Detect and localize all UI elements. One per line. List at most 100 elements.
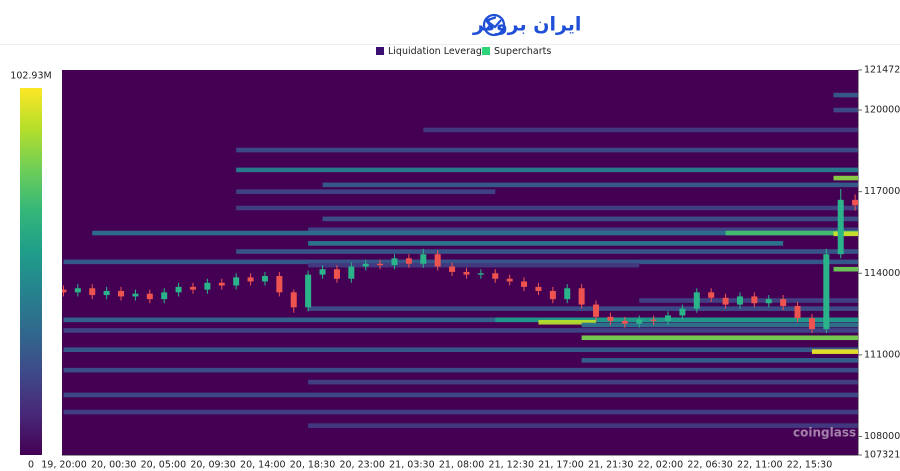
heat-band (725, 230, 858, 236)
candle-body (233, 277, 240, 286)
y-tick-label: 117000 (864, 186, 900, 197)
x-tick-label: 22, 15:30 (787, 460, 833, 471)
heat-band (92, 230, 858, 236)
candle-body (808, 318, 815, 330)
candle-body (62, 289, 67, 293)
legend-swatch (376, 47, 384, 55)
brand-name: ایران بروکر (472, 14, 581, 36)
heat-band (308, 423, 858, 428)
heat-band (581, 322, 858, 328)
candle-body (852, 199, 858, 206)
candle-body (664, 315, 671, 321)
heat-band (833, 92, 858, 98)
y-tick-label: 111000 (864, 349, 900, 360)
color-bar-label: 102.93M (10, 71, 51, 82)
heat-band (308, 227, 858, 233)
candle-body (377, 263, 384, 266)
heat-band (833, 175, 858, 181)
candle-body (103, 290, 110, 296)
candle-body (204, 282, 211, 290)
candle-body (89, 288, 96, 296)
heat-band (833, 266, 858, 272)
candle-body (794, 305, 801, 319)
x-tick-label: 22, 02:00 (638, 460, 684, 471)
legend-label: Liquidation Leverage (388, 46, 488, 57)
candle-body (477, 273, 484, 275)
candles (62, 188, 858, 334)
heat-band (308, 306, 858, 311)
watermark: coinglass (793, 426, 856, 440)
y-tick-label: 120000 (864, 105, 900, 116)
candle-body (722, 297, 729, 305)
candle-body (305, 274, 312, 308)
candle-body (751, 296, 758, 304)
candle-body (549, 290, 556, 300)
candle-body (405, 258, 412, 264)
heat-band (63, 259, 858, 265)
heat-band (495, 317, 858, 323)
x-tick-label: 20, 14:00 (240, 460, 286, 471)
candle-body (736, 296, 743, 305)
x-tick-label: 21, 12:30 (489, 460, 535, 471)
heat-band (811, 349, 858, 354)
candle-body (247, 277, 254, 282)
x-tick-label: 22, 11:00 (737, 460, 783, 471)
heat-band (63, 347, 858, 353)
candle-body (578, 288, 585, 305)
candle-body (593, 304, 600, 317)
candle-body (636, 319, 643, 324)
candle-body (276, 276, 283, 293)
heat-band (322, 182, 858, 188)
color-bar-label: 0 (28, 460, 34, 471)
x-tick-label: 20, 05:00 (141, 460, 187, 471)
legend-label: Supercharts (494, 46, 551, 57)
x-tick-label: 22, 06:30 (687, 460, 733, 471)
candle-body (693, 292, 700, 309)
candle-body (765, 299, 772, 304)
x-tick-label: 20, 00:30 (91, 460, 137, 471)
candle-body (679, 308, 686, 316)
y-tick-label: 121472 (864, 65, 900, 76)
candle-body (463, 271, 470, 275)
heat-band (63, 409, 858, 415)
candle-body (319, 269, 326, 275)
heat-band (538, 319, 597, 325)
candle-body (175, 286, 182, 293)
candle-body (650, 319, 657, 321)
y-tick-label: 114000 (864, 268, 900, 279)
candle-body (261, 276, 268, 282)
heat-band (63, 317, 858, 323)
candle-body (521, 281, 528, 287)
candle-body (449, 266, 456, 272)
candle-body (492, 273, 499, 279)
candle-body (118, 290, 125, 297)
heat-band (322, 216, 858, 222)
heat-band (833, 231, 858, 237)
candle-body (708, 292, 715, 298)
legend-swatch (482, 47, 490, 55)
heat-band (236, 249, 858, 254)
heat-band (581, 335, 858, 341)
x-tick-label: 21, 08:00 (439, 460, 485, 471)
header-bg (0, 0, 900, 44)
candle-body (535, 286, 542, 291)
x-tick-label: 21, 03:30 (389, 460, 435, 471)
candle-body (391, 258, 398, 266)
candle-body (607, 316, 614, 321)
candle-body (621, 320, 628, 324)
heat-band (833, 107, 858, 113)
heat-band (236, 167, 858, 173)
candle-body (506, 278, 513, 282)
y-tick-label: 107321 (864, 450, 900, 461)
x-tick-label: 21, 21:30 (588, 460, 634, 471)
candle-body (564, 288, 571, 300)
candle-body (434, 254, 441, 267)
candle-body (348, 266, 355, 279)
heat-band (581, 358, 858, 363)
heat-band (639, 298, 858, 303)
heat-band (63, 328, 858, 333)
brand-icon (482, 13, 506, 37)
heat-band (63, 367, 858, 373)
